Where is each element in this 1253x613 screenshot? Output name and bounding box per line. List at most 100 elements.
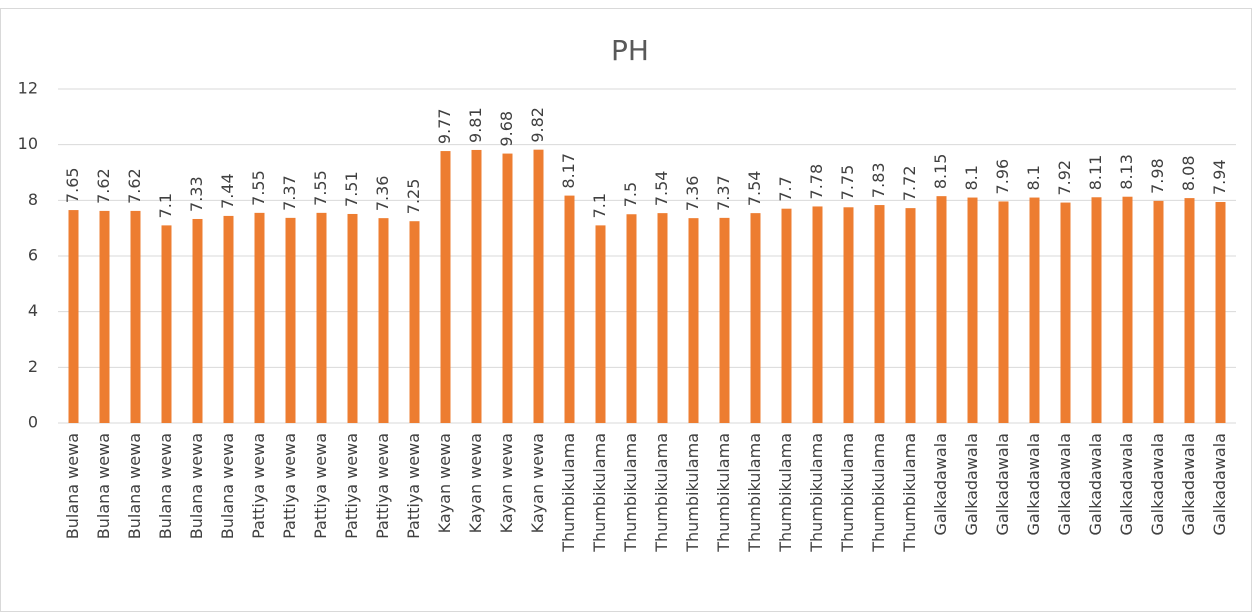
bar [626, 214, 637, 423]
y-tick-label: 6 [28, 246, 38, 265]
data-label: 8.08 [1179, 155, 1198, 191]
data-label: 7.75 [838, 165, 857, 201]
x-tick-label: Pattiya wewa [342, 433, 361, 539]
data-label: 9.68 [497, 111, 516, 147]
bar [130, 210, 141, 423]
data-label: 7.7 [776, 176, 795, 201]
bar [1029, 197, 1040, 423]
data-label: 7.83 [869, 162, 888, 198]
x-tick-label: Pattiya wewa [249, 433, 268, 539]
x-tick-label: Kayan wewa [497, 433, 516, 533]
x-tick-label: Thumbikulama [776, 433, 795, 553]
bar [347, 213, 358, 423]
x-tick-label: Thumbikulama [590, 433, 609, 553]
bar [967, 197, 978, 423]
x-tick-label: Thumbikulama [869, 433, 888, 553]
data-label: 9.81 [466, 107, 485, 143]
bar [533, 149, 544, 423]
bar [564, 195, 575, 423]
x-tick-label: Thumbikulama [559, 433, 578, 553]
bar [750, 213, 761, 423]
bar [471, 149, 482, 423]
x-tick-label: Galkadawala [1179, 433, 1198, 536]
bar [874, 205, 885, 423]
x-tick-label: Bulana wewa [125, 433, 144, 539]
x-tick-label: Pattiya wewa [311, 433, 330, 539]
data-label: 7.78 [807, 164, 826, 200]
x-tick-label: Thumbikulama [807, 433, 826, 553]
x-tick-label: Galkadawala [962, 433, 981, 536]
x-tick-label: Kayan wewa [435, 433, 454, 533]
bar [161, 225, 172, 423]
bar [68, 210, 79, 423]
y-tick-label: 0 [28, 413, 38, 432]
bar [657, 213, 668, 423]
bar [1122, 196, 1133, 423]
data-label: 8.1 [962, 165, 981, 190]
x-tick-label: Galkadawala [1117, 433, 1136, 536]
x-tick-label: Galkadawala [993, 433, 1012, 536]
data-label: 7.54 [652, 171, 671, 207]
data-label: 7.1 [590, 193, 609, 218]
data-label: 8.17 [559, 153, 578, 189]
x-tick-label: Bulana wewa [218, 433, 237, 539]
bar [998, 201, 1009, 423]
x-tick-label: Galkadawala [1148, 433, 1167, 536]
bar [905, 208, 916, 423]
data-label: 7.62 [125, 168, 144, 204]
bar [409, 221, 420, 423]
data-label: 7.5 [621, 182, 640, 207]
bar [719, 217, 730, 423]
bar [595, 225, 606, 423]
data-label: 7.44 [218, 173, 237, 209]
bar [316, 212, 327, 423]
x-tick-label: Thumbikulama [838, 433, 857, 553]
x-tick-label: Thumbikulama [652, 433, 671, 553]
bar [378, 218, 389, 423]
data-label: 8.15 [931, 154, 950, 190]
data-label: 7.51 [342, 171, 361, 207]
data-label: 8.13 [1117, 154, 1136, 190]
bar [688, 218, 699, 423]
bar [936, 196, 947, 423]
x-tick-label: Thumbikulama [714, 433, 733, 553]
x-tick-label: Pattiya wewa [404, 433, 423, 539]
data-label: 7.37 [280, 175, 299, 211]
x-tick-label: Bulana wewa [63, 433, 82, 539]
x-tick-label: Bulana wewa [94, 433, 113, 539]
data-label: 7.25 [404, 179, 423, 215]
x-tick-label: Bulana wewa [156, 433, 175, 539]
bar [1060, 202, 1071, 423]
data-label: 7.36 [373, 176, 392, 212]
x-tick-label: Thumbikulama [621, 433, 640, 553]
bar [1153, 200, 1164, 423]
y-tick-label: 8 [28, 190, 38, 209]
x-tick-label: Galkadawala [931, 433, 950, 536]
y-tick-label: 4 [28, 301, 38, 320]
bar [781, 208, 792, 423]
data-label: 7.54 [745, 171, 764, 207]
bar [502, 153, 513, 423]
y-tick-label: 2 [28, 357, 38, 376]
bar [843, 207, 854, 423]
data-label: 7.94 [1210, 159, 1229, 195]
x-tick-label: Pattiya wewa [280, 433, 299, 539]
data-label: 9.82 [528, 107, 547, 143]
x-tick-label: Thumbikulama [900, 433, 919, 553]
x-tick-label: Galkadawala [1055, 433, 1074, 536]
bar [812, 206, 823, 423]
x-tick-label: Thumbikulama [745, 433, 764, 553]
bar [1091, 197, 1102, 423]
x-tick-label: Galkadawala [1024, 433, 1043, 536]
data-label: 7.37 [714, 175, 733, 211]
x-tick-label: Kayan wewa [466, 433, 485, 533]
data-label: 7.98 [1148, 158, 1167, 194]
x-tick-label: Bulana wewa [187, 433, 206, 539]
bar [223, 215, 234, 423]
x-tick-label: Kayan wewa [528, 433, 547, 533]
y-tick-label: 12 [18, 79, 38, 98]
data-label: 7.1 [156, 193, 175, 218]
x-tick-label: Galkadawala [1210, 433, 1229, 536]
bar [99, 210, 110, 423]
